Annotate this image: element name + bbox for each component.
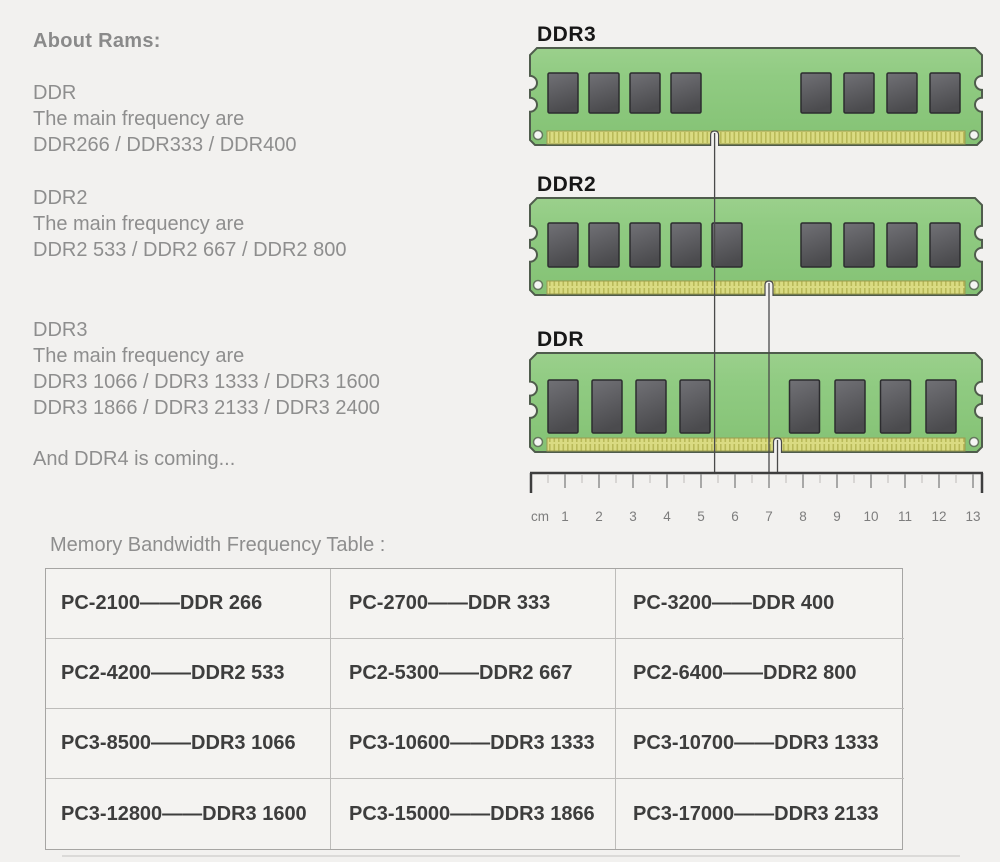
memory-chip (879, 379, 912, 434)
ruler-unit-label: cm (531, 509, 549, 524)
gold-edge-connector (546, 280, 966, 295)
ruler-tick-label: 2 (595, 509, 603, 524)
ddr-frequency-list: DDR266 / DDR333 / DDR400 (33, 134, 297, 156)
ruler-tick-label: 10 (863, 509, 878, 524)
gold-edge-connector (546, 130, 966, 145)
memory-chip (679, 379, 711, 434)
table-cell: PC2-4200——DDR2 533 (46, 639, 331, 709)
table-cell: PC3-10600——DDR3 1333 (331, 709, 616, 779)
memory-chip (591, 379, 623, 434)
ddr-info-block: DDR The main frequency are DDR266 / DDR3… (33, 80, 296, 158)
mounting-hole (532, 436, 544, 448)
ddr-frequency-intro: The main frequency are (33, 108, 245, 130)
ruler-tick-label: 8 (799, 509, 807, 524)
table-cell: PC3-15000——DDR3 1866 (331, 779, 616, 849)
table-cell: PC3-12800——DDR3 1600 (46, 779, 331, 849)
ddr2-frequency-intro: The main frequency are (33, 213, 245, 235)
ddr3-frequency-list-1: DDR3 1066 / DDR3 1333 / DDR3 1600 (33, 371, 380, 393)
memory-chip (670, 72, 702, 114)
table-cell: PC2-6400——DDR2 800 (616, 639, 904, 709)
gold-edge-connector (546, 437, 966, 452)
table-cell: PC3-17000——DDR3 2133 (633, 802, 879, 825)
table-cell: PC2-5300——DDR2 667 (331, 639, 616, 709)
stick-label: DDR3 (537, 23, 596, 46)
memory-chip (588, 222, 620, 268)
ddr-module: DDR (529, 328, 983, 453)
memory-chip (834, 379, 866, 434)
ruler-tick-label: 9 (833, 509, 841, 524)
about-title: About Rams: (33, 30, 161, 52)
mounting-hole (532, 279, 544, 291)
table-cell: PC-3200——DDR 400 (616, 569, 904, 639)
ruler-tick-label: 5 (697, 509, 705, 524)
ddr3-frequency-list-2: DDR3 1866 / DDR3 2133 / DDR3 2400 (33, 397, 380, 419)
mounting-hole (532, 129, 544, 141)
memory-chip (800, 72, 832, 114)
table-title: Memory Bandwidth Frequency Table : (50, 534, 386, 556)
memory-chip (629, 72, 661, 114)
memory-chip (629, 222, 661, 268)
ruler-tick-label: 6 (731, 509, 739, 524)
memory-chip (547, 222, 579, 268)
memory-chip (886, 222, 918, 268)
ruler-tick-label: 11 (898, 509, 912, 524)
memory-chip (886, 72, 918, 114)
ddr2-info-block: DDR2 The main frequency are DDR2 533 / D… (33, 185, 346, 263)
bandwidth-table: PC-2100——DDR 266 PC-2700——DDR 333 PC-320… (45, 568, 904, 850)
ddr3-frequency-intro: The main frequency are (33, 345, 245, 367)
ddr2-module: DDR2 (529, 173, 983, 296)
memory-chip (929, 222, 961, 268)
ddr4-footnote: And DDR4 is coming... (33, 448, 236, 470)
ruler-tick-label: 13 (965, 509, 980, 524)
table-shadow (62, 855, 960, 857)
stick-label: DDR2 (537, 173, 596, 196)
table-cell: PC3-8500——DDR3 1066 (46, 709, 331, 779)
memory-chip (929, 72, 961, 114)
memory-chip (670, 222, 702, 268)
ruler-tick-label: 1 (561, 509, 569, 524)
memory-chip (547, 379, 579, 434)
mounting-hole (968, 436, 980, 448)
ddr3-name: DDR3 (33, 319, 88, 341)
ruler-tick-label: 12 (931, 509, 946, 524)
ddr3-module: DDR3 (529, 23, 983, 146)
ddr3-info-block: DDR3 The main frequency are DDR3 1066 / … (33, 317, 380, 421)
memory-chip (588, 72, 620, 114)
memory-chip (843, 222, 875, 268)
memory-chip (800, 222, 832, 268)
ddr2-name: DDR2 (33, 187, 88, 209)
table-cell: PC-2700——DDR 333 (331, 569, 616, 639)
ruler-tick-label: 4 (663, 509, 671, 524)
mounting-hole (968, 129, 980, 141)
stick-label: DDR (537, 328, 584, 351)
memory-chip (843, 72, 875, 114)
table-cell: PC3-10700——DDR3 1333 (616, 709, 904, 779)
memory-chip (788, 379, 821, 434)
memory-chip (925, 379, 957, 434)
memory-chip (635, 379, 667, 434)
memory-chip (711, 222, 743, 268)
ruler-tick-label: 7 (765, 509, 773, 524)
mounting-hole (968, 279, 980, 291)
ddr2-frequency-list: DDR2 533 / DDR2 667 / DDR2 800 (33, 239, 347, 261)
memory-chip (547, 72, 579, 114)
ruler-tick-label: 3 (629, 509, 637, 524)
table-cell: PC-2100——DDR 266 (46, 569, 331, 639)
ddr-name: DDR (33, 82, 77, 104)
